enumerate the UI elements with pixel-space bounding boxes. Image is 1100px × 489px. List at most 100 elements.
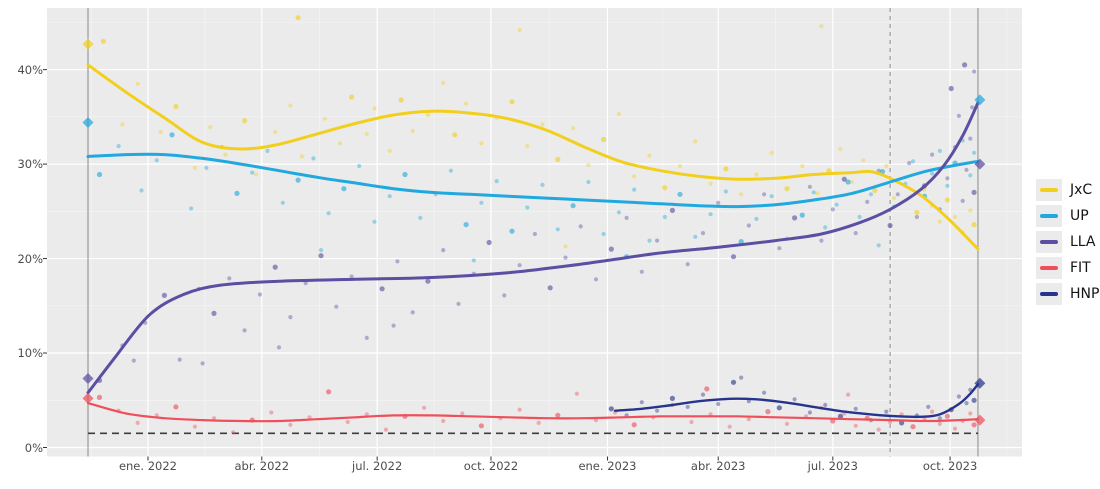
poll-point [834,202,839,207]
poll-point [204,165,209,170]
poll-point [517,263,522,268]
poll-point [608,406,614,412]
poll-point [509,99,515,105]
poll-point [463,222,469,228]
poll-point [799,212,805,218]
poll-point [968,136,973,141]
poll-point [96,171,103,178]
x-tick-label: jul. 2023 [807,459,858,473]
legend-swatch-hnp [1036,283,1062,305]
poll-point [295,177,301,183]
poll-point [685,262,690,267]
poll-point [116,144,121,149]
poll-point [937,148,942,153]
poll-point [257,292,262,297]
x-tick-label: abr. 2023 [690,459,746,473]
axis-tick-marks [43,69,951,461]
poll-point [952,214,958,220]
poll-point [964,401,969,406]
poll-point [884,163,889,169]
x-tick-label: ene. 2022 [118,459,177,473]
legend-item-up: UP [1036,204,1099,228]
poll-point [677,191,683,197]
legend-swatch-fit [1036,257,1062,279]
poll-point [571,126,576,131]
poll-point [972,69,977,74]
poll-point [161,292,167,298]
legend-label: UP [1070,208,1089,224]
poll-point [647,153,652,158]
legend-swatch-lla [1036,231,1062,253]
legend-line-icon [1040,266,1058,270]
poll-point [777,246,782,251]
poll-point [616,210,622,215]
poll-point [120,122,125,127]
poll-point [887,222,893,229]
poll-point [631,422,637,428]
poll-point [693,234,698,239]
poll-point [131,358,136,363]
poll-point [478,423,484,429]
poll-point [819,238,824,243]
poll-point [708,181,713,186]
poll-point [807,184,813,189]
poll-point [460,411,465,416]
poll-point [872,187,878,194]
poll-point [655,238,660,243]
poll-point [971,397,977,403]
poll-point [639,400,644,405]
poll-point [303,281,308,286]
poll-point [716,401,721,407]
poll-point [937,219,942,224]
poll-point [288,422,293,427]
poll-point [647,238,652,243]
poll-point [853,231,858,236]
poll-point [322,116,327,121]
poll-point [398,97,404,103]
poll-point [272,264,278,270]
plot-panel [47,8,1022,457]
poll-point [135,81,140,86]
poll-point [895,192,900,197]
legend-swatch-up [1036,205,1062,227]
poll-point [479,141,484,146]
poll-point [739,192,744,197]
gridlines-minor [47,8,1022,457]
poll-point [276,345,282,350]
poll-point [456,301,461,306]
poll-point [139,188,144,193]
poll-point [765,409,771,415]
poll-point [379,286,385,292]
poll-point [563,255,568,260]
poll-point [486,239,492,246]
poll-point [776,405,782,411]
poll-point [723,189,729,194]
poll-point [807,410,813,415]
x-tick-label: ene. 2023 [578,459,637,473]
poll-point [295,15,301,21]
election-marker-left-up [82,117,94,129]
poll-point [345,419,350,425]
poll-point [494,179,499,184]
poll-point [727,424,732,429]
poll-point [410,128,415,134]
poll-point [208,125,213,130]
poll-point [689,419,694,425]
poll-point [962,62,968,68]
poll-point [910,159,916,164]
poll-point [211,310,217,316]
poll-point [811,190,816,195]
poll-point [669,207,676,213]
poll-point [662,214,667,220]
trend-line-jxc [86,63,980,251]
poll-point [677,163,683,169]
poll-point [158,129,163,135]
poll-point [769,150,774,155]
poll-point [318,253,324,259]
poll-point [525,144,530,149]
poll-point [926,404,931,409]
poll-point [739,375,744,380]
poll-point [956,394,962,399]
poll-point [349,274,354,279]
trend-line-fit [86,402,980,423]
